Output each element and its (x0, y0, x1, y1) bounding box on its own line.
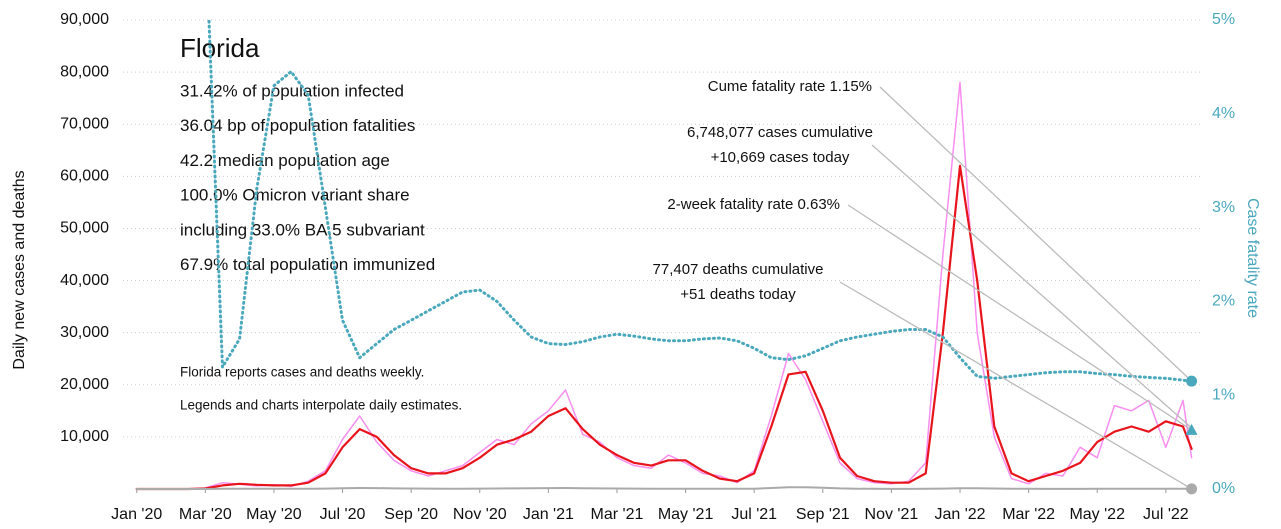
x-tick-label: Mar '22 (1002, 506, 1055, 523)
stat-line: 31.42% of population infected (180, 81, 404, 100)
y-tick-label: 10,000 (60, 428, 109, 445)
annotation: 6,748,077 cases cumulative (687, 124, 873, 141)
annotation: Cume fatality rate 1.15% (708, 78, 872, 95)
annotation: +51 deaths today (680, 286, 796, 303)
two-week-marker (1185, 423, 1198, 435)
x-tick-label: Mar '20 (179, 506, 232, 523)
x-tick-label: Sep '21 (796, 506, 850, 523)
y-tick-label: 70,000 (60, 115, 109, 132)
x-tick-label: Nov '21 (865, 506, 919, 523)
note: Florida reports cases and deaths weekly. (180, 365, 424, 380)
x-tick-label: Jul '22 (1143, 506, 1189, 523)
y-axis-label: Daily new cases and deaths (11, 170, 28, 369)
y2-tick-label: 3% (1212, 199, 1235, 216)
y-tick-label: 50,000 (60, 220, 109, 237)
y-tick-label: 60,000 (60, 168, 109, 185)
annotation: 2-week fatality rate 0.63% (667, 196, 840, 213)
y2-tick-label: 0% (1212, 480, 1235, 497)
x-tick-label: May '21 (658, 506, 714, 523)
y2-axis-label: Case fatality rate (1244, 198, 1261, 318)
x-tick-label: Nov '20 (453, 506, 507, 523)
y-tick-label: 20,000 (60, 376, 109, 393)
stat-line: 42.2 median population age (180, 151, 390, 170)
y2-tick-label: 4% (1212, 105, 1235, 122)
leader-line (871, 144, 1193, 429)
x-tick-label: Jan '22 (934, 506, 985, 523)
y2-tick-label: 1% (1212, 386, 1235, 403)
y-tick-label: 90,000 (60, 11, 109, 28)
stat-line: including 33.0% BA.5 subvariant (180, 220, 425, 239)
chart-title: Florida (180, 33, 260, 63)
y-tick-label: 40,000 (60, 272, 109, 289)
y2-tick-label: 2% (1212, 293, 1235, 310)
x-tick-label: Jan '20 (111, 506, 162, 523)
x-tick-label: Jul '21 (731, 506, 777, 523)
leader-line (879, 86, 1193, 382)
annotation: 77,407 deaths cumulative (653, 261, 824, 278)
series-line (135, 81, 1193, 490)
x-tick-label: Jan '21 (523, 506, 574, 523)
y-tick-label: 30,000 (60, 324, 109, 341)
series-line (135, 164, 1193, 491)
stat-line: 67.9% total population immunized (180, 255, 435, 274)
leader-line (839, 281, 1192, 490)
leader-line (847, 204, 1192, 431)
x-tick-label: Jul '20 (320, 506, 366, 523)
x-tick-label: Sep '20 (384, 506, 438, 523)
x-tick-label: May '20 (246, 506, 302, 523)
y-tick-label: 80,000 (60, 63, 109, 80)
stat-line: 36.04 bp of population fatalities (180, 116, 415, 135)
y2-tick-label: 5% (1212, 11, 1235, 28)
end-marker (1186, 375, 1198, 387)
annotation: +10,669 cases today (711, 149, 850, 166)
x-tick-label: Mar '21 (591, 506, 644, 523)
end-marker (1186, 483, 1198, 495)
stat-line: 100.0% Omicron variant share (180, 186, 410, 205)
series-line (207, 20, 1194, 383)
x-tick-label: May '22 (1069, 506, 1125, 523)
note: Legends and charts interpolate daily est… (180, 398, 462, 413)
series-line (135, 486, 1193, 490)
